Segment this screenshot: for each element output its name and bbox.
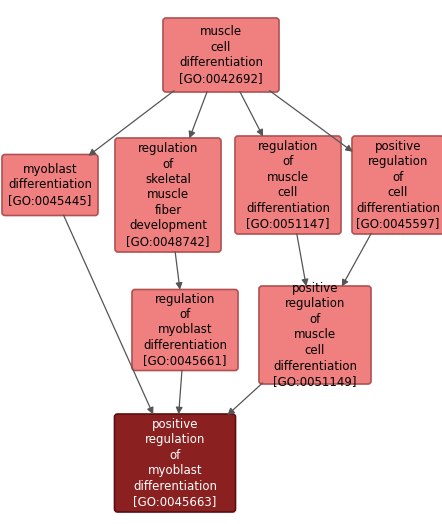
- Text: regulation
of
myoblast
differentiation
[GO:0045661]: regulation of myoblast differentiation […: [143, 292, 227, 367]
- FancyBboxPatch shape: [259, 286, 371, 384]
- Text: regulation
of
skeletal
muscle
fiber
development
[GO:0048742]: regulation of skeletal muscle fiber deve…: [126, 142, 210, 248]
- FancyBboxPatch shape: [115, 138, 221, 252]
- Text: positive
regulation
of
cell
differentiation
[GO:0045597]: positive regulation of cell differentiat…: [356, 140, 440, 230]
- Text: positive
regulation
of
myoblast
differentiation
[GO:0045663]: positive regulation of myoblast differen…: [133, 418, 217, 508]
- Text: positive
regulation
of
muscle
cell
differentiation
[GO:0051149]: positive regulation of muscle cell diffe…: [273, 282, 357, 388]
- Text: muscle
cell
differentiation
[GO:0042692]: muscle cell differentiation [GO:0042692]: [179, 25, 263, 85]
- Text: regulation
of
muscle
cell
differentiation
[GO:0051147]: regulation of muscle cell differentiatio…: [246, 140, 330, 230]
- FancyBboxPatch shape: [2, 155, 98, 215]
- FancyBboxPatch shape: [132, 289, 238, 370]
- FancyBboxPatch shape: [163, 18, 279, 92]
- FancyBboxPatch shape: [235, 136, 341, 234]
- FancyBboxPatch shape: [114, 414, 236, 512]
- Text: myoblast
differentiation
[GO:0045445]: myoblast differentiation [GO:0045445]: [8, 163, 92, 207]
- FancyBboxPatch shape: [352, 136, 442, 234]
